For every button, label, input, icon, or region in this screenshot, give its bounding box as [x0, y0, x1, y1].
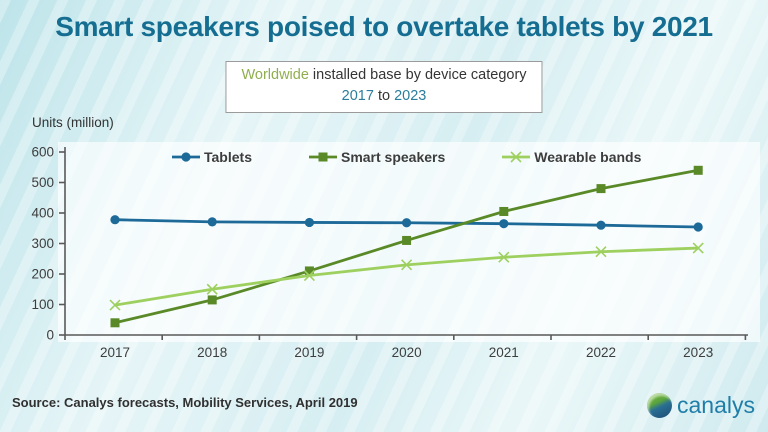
x-tick-label: 2021	[489, 345, 519, 360]
y-tick-label: 0	[46, 328, 54, 343]
page-title: Smart speakers poised to overtake tablet…	[55, 11, 713, 42]
subtitle-range-end: 2023	[394, 88, 427, 105]
series-smart-speakers	[110, 165, 703, 328]
x-tick-label: 2020	[392, 345, 422, 360]
chart-legend: Tablets Smart speakers Wearable bands	[170, 149, 641, 165]
subtitle-box: Worldwide installed base by device categ…	[225, 61, 543, 114]
source-caption: Source: Canalys forecasts, Mobility Serv…	[12, 395, 358, 410]
y-tick-label: 600	[31, 145, 54, 160]
subtitle-line1: Worldwide installed base by device categ…	[241, 65, 526, 86]
series-tablets	[110, 215, 703, 232]
axis-tick-labels: 0 100 200 300 400 500 600 2017 2018 2019 2020 2021 2…	[31, 145, 713, 361]
y-tick-label: 100	[31, 297, 54, 312]
y-axis-units-label: Units (million)	[32, 115, 114, 130]
subtitle-line2: 2017 to 2023	[241, 86, 526, 107]
x-tick-label: 2019	[294, 345, 324, 360]
x-tick-label: 2017	[100, 345, 130, 360]
canalys-logo-text: canalys	[677, 392, 755, 418]
smart-speakers-line-marker-icon	[308, 152, 337, 162]
legend-item-smart-speakers: Smart speakers	[307, 149, 445, 165]
legend-item-tablets: Tablets	[170, 149, 252, 165]
x-tick-label: 2023	[683, 345, 713, 360]
globe-icon	[647, 393, 673, 418]
series-wearable-bands	[109, 242, 704, 311]
legend-item-wearable-bands: Wearable bands	[500, 149, 641, 165]
y-tick-label: 400	[31, 206, 54, 221]
x-tick-label: 2022	[586, 345, 616, 360]
y-tick-label: 500	[31, 175, 54, 190]
subtitle-range-connector: to	[373, 88, 395, 105]
subtitle-highlight: Worldwide	[241, 67, 309, 83]
legend-label-wearable-bands: Wearable bands	[534, 149, 642, 165]
axes	[59, 147, 748, 340]
legend-label-tablets: Tablets	[204, 149, 252, 165]
wearable-bands-line-marker-icon	[502, 151, 531, 163]
tablets-line-marker-icon	[172, 152, 200, 162]
y-tick-label: 200	[31, 267, 54, 282]
canalys-logo: canalys	[647, 392, 755, 419]
legend-label-smart-speakers: Smart speakers	[340, 149, 446, 165]
subtitle-rest: installed base by device category	[308, 67, 527, 83]
subtitle-range-start: 2017	[341, 88, 374, 105]
y-tick-label: 300	[31, 236, 54, 251]
x-tick-label: 2018	[197, 345, 227, 360]
